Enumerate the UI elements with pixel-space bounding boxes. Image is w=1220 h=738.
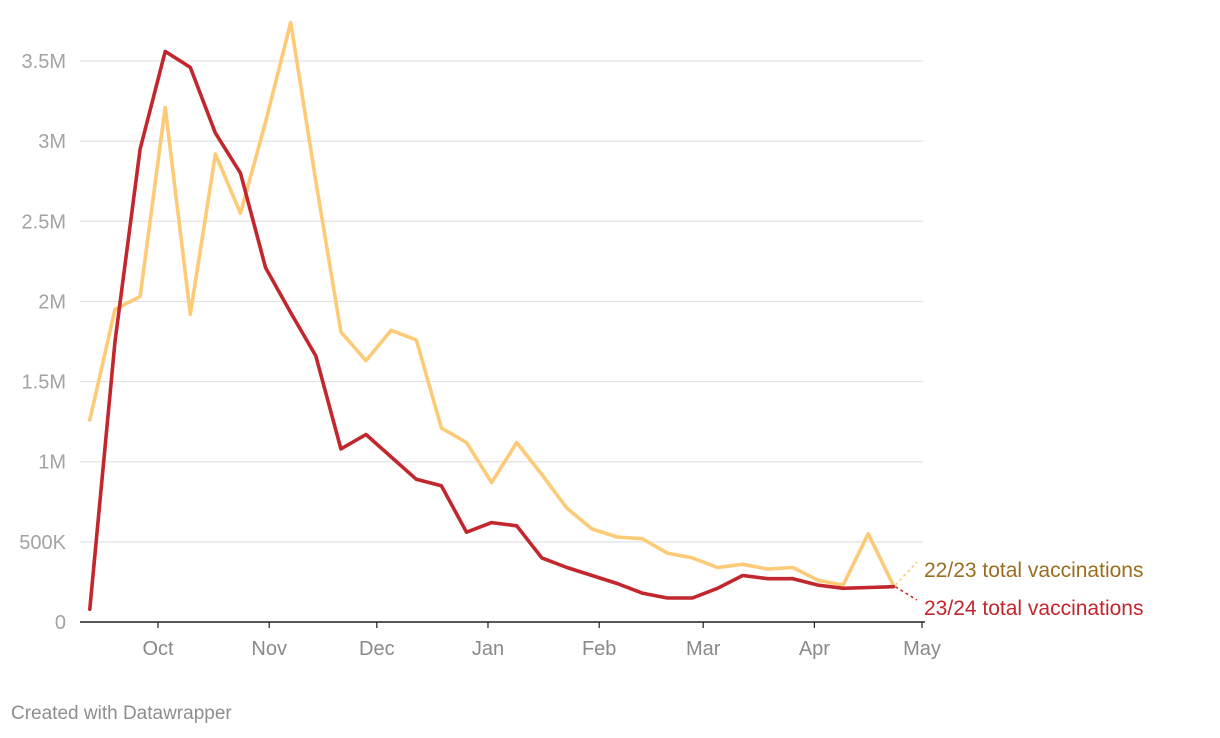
series-labels: 22/23 total vaccinations 23/24 total vacc… [894, 559, 1143, 620]
y-tick-label: 3.5M [22, 51, 66, 73]
series-line-1 [88, 20, 896, 587]
x-tick-label: Feb [582, 638, 616, 660]
series-line-2 [88, 49, 896, 611]
x-tick-label: Apr [799, 638, 830, 660]
y-tick-label: 3M [38, 131, 66, 153]
series-label-2: 23/24 total vaccinations [924, 597, 1143, 620]
y-tick-label: 1M [38, 452, 66, 474]
x-tick-label: May [903, 638, 941, 660]
x-tick-label: Nov [251, 638, 287, 660]
series-label-connector [894, 586, 918, 601]
x-tick-label: Dec [359, 638, 395, 660]
x-tick-label: Jan [472, 638, 504, 660]
x-axis-tick-labels: Oct Nov Dec Jan Feb Mar Apr May [142, 622, 941, 660]
x-tick-label: Mar [686, 638, 721, 660]
y-tick-label: 2M [38, 291, 66, 313]
y-axis-tick-labels: 0 500K 1M 1.5M 2M 2.5M 3M 3.5M [19, 51, 66, 634]
y-tick-label: 1.5M [22, 372, 66, 394]
y-tick-label: 2.5M [22, 211, 66, 233]
y-tick-label: 500K [19, 532, 66, 554]
series-label-1: 22/23 total vaccinations [924, 559, 1143, 582]
series-lines [88, 20, 896, 611]
credit-text: Created with Datawrapper [11, 703, 232, 724]
x-tick-label: Oct [142, 638, 174, 660]
y-tick-label: 0 [55, 612, 66, 634]
series-label-connector [894, 561, 918, 586]
